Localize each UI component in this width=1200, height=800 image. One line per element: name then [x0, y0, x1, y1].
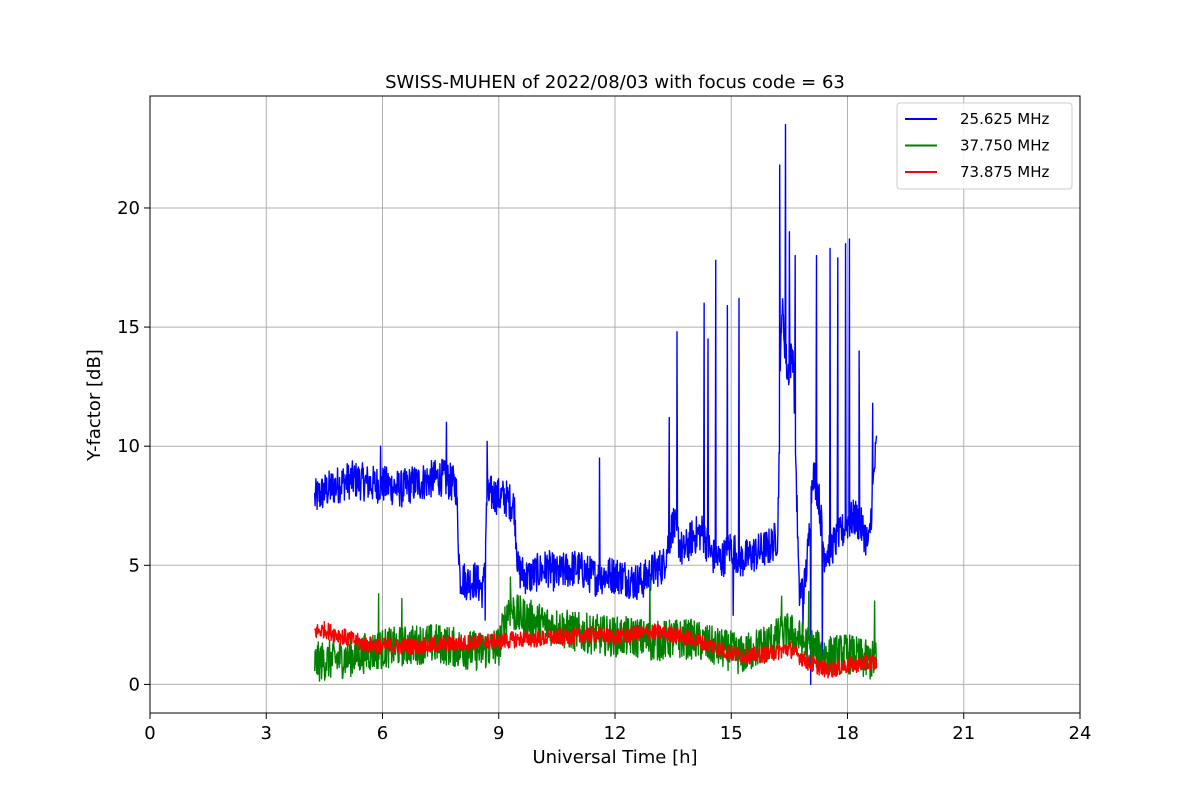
legend-label-1: 25.625 MHz [960, 110, 1049, 128]
x-tick-label: 21 [952, 723, 975, 744]
x-tick-label: 3 [261, 723, 272, 744]
y-tick-label: 0 [129, 674, 140, 695]
series-line-1 [313, 123, 878, 686]
y-axis-ticks: 0 5 10 15 20 [117, 198, 150, 695]
x-tick-label: 12 [604, 723, 627, 744]
x-axis-ticks: 0 3 6 9 12 15 18 21 24 [144, 713, 1091, 744]
y-axis-label: Y-factor [dB] [84, 349, 105, 462]
x-tick-label: 18 [836, 723, 859, 744]
plot-series [313, 123, 878, 686]
legend-label-3: 73.875 MHz [960, 163, 1049, 181]
legend: 25.625 MHz 37.750 MHz 73.875 MHz [896, 102, 1073, 190]
x-tick-label: 9 [493, 723, 504, 744]
x-tick-label: 6 [377, 723, 388, 744]
y-tick-label: 10 [117, 436, 140, 457]
chart-title: SWISS-MUHEN of 2022/08/03 with focus cod… [385, 72, 845, 93]
x-tick-label: 15 [720, 723, 743, 744]
y-tick-label: 15 [117, 317, 140, 338]
legend-box [896, 102, 1073, 190]
x-tick-label: 24 [1069, 723, 1092, 744]
legend-label-2: 37.750 MHz [960, 137, 1049, 155]
x-tick-label: 0 [144, 723, 155, 744]
series-line-3 [314, 620, 878, 679]
y-tick-label: 20 [117, 198, 140, 219]
y-tick-label: 5 [129, 555, 140, 576]
series-line-2 [313, 576, 878, 682]
x-axis-label: Universal Time [h] [532, 747, 697, 768]
